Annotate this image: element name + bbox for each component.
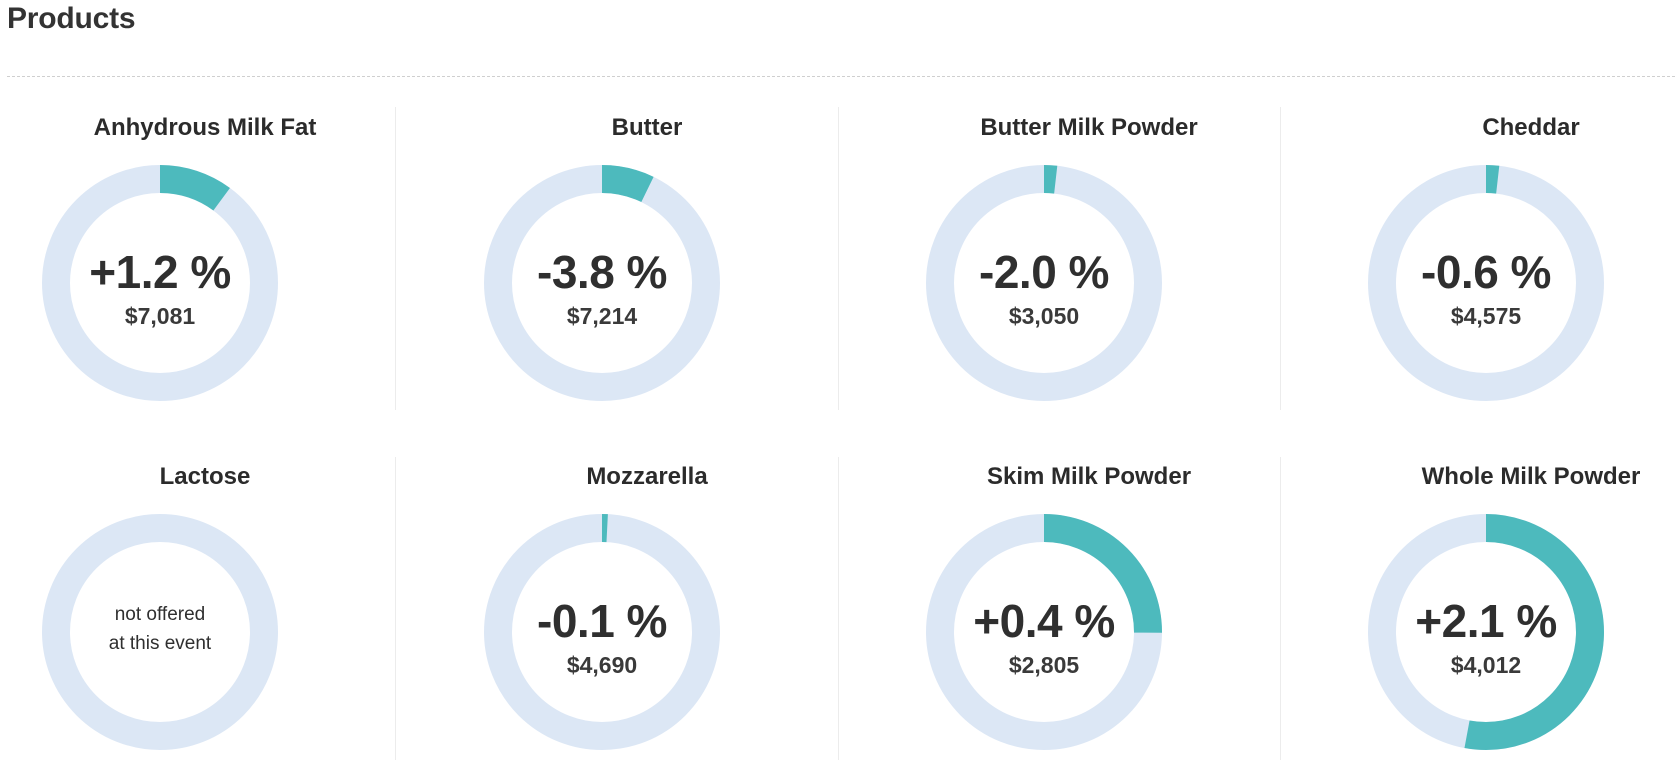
product-name: Anhydrous Milk Fat: [93, 114, 317, 141]
column-separator: [395, 457, 396, 760]
product-name: Cheddar: [1482, 114, 1580, 141]
price-value: $7,081: [124, 303, 196, 329]
column-separator: [838, 457, 839, 760]
column-separator: [1280, 457, 1281, 760]
price-value: $4,012: [1450, 652, 1522, 678]
donut-chart: [1368, 514, 1604, 750]
not-offered-note: not offered at this event: [42, 600, 278, 658]
donut-fill-segment: [42, 165, 278, 401]
page-title: Products: [7, 2, 136, 35]
product-name: Butter: [611, 114, 683, 141]
donut-chart: [926, 165, 1162, 401]
donut-fill-segment: [1368, 165, 1604, 401]
price-value: $4,575: [1450, 303, 1522, 329]
product-card-butter-milk-powder[interactable]: Butter Milk Powder -2.0 % $3,050: [868, 100, 1310, 420]
product-card-whole-milk-powder[interactable]: Whole Milk Powder +2.1 % $4,012: [1310, 449, 1675, 769]
product-card-butter[interactable]: Butter -3.8 % $7,214: [426, 100, 868, 420]
price-change: -3.8 %: [537, 246, 667, 298]
price-change: +1.2 %: [89, 246, 231, 298]
donut-chart: [484, 165, 720, 401]
donut-fill-segment: [926, 514, 1162, 750]
product-name: Whole Milk Powder: [1421, 463, 1641, 490]
donut-fill-segment: [926, 165, 1162, 401]
donut-chart: [42, 165, 278, 401]
price-change: +0.4 %: [973, 595, 1115, 647]
note-line: at this event: [108, 633, 212, 654]
donut-chart: [1368, 165, 1604, 401]
product-name: Mozzarella: [586, 463, 708, 490]
product-name: Lactose: [159, 463, 251, 490]
column-separator: [1280, 107, 1281, 410]
product-name: Butter Milk Powder: [980, 114, 1198, 141]
donut-chart: [926, 514, 1162, 750]
note-line: not offered: [114, 604, 206, 625]
column-separator: [838, 107, 839, 410]
price-value: $3,050: [1008, 303, 1080, 329]
donut-chart: [484, 514, 720, 750]
donut-fill-segment: [484, 165, 720, 401]
price-change: -0.1 %: [537, 595, 667, 647]
price-change: -2.0 %: [979, 246, 1109, 298]
donut-fill-segment: [1368, 514, 1604, 750]
price-change: +2.1 %: [1415, 595, 1557, 647]
product-card-anhydrous-milk-fat[interactable]: Anhydrous Milk Fat +1.2 % $7,081: [0, 100, 426, 420]
price-value: $4,690: [566, 652, 638, 678]
product-name: Skim Milk Powder: [986, 463, 1192, 490]
product-card-lactose[interactable]: Lactose not offered at this event: [0, 449, 426, 769]
donut-chart: [42, 514, 278, 750]
price-value: $2,805: [1008, 652, 1080, 678]
price-value: $7,214: [566, 303, 638, 329]
product-card-skim-milk-powder[interactable]: Skim Milk Powder +0.4 % $2,805: [868, 449, 1310, 769]
product-card-mozzarella[interactable]: Mozzarella -0.1 % $4,690: [426, 449, 868, 769]
donut-track: [42, 514, 278, 750]
column-separator: [395, 107, 396, 410]
price-change: -0.6 %: [1421, 246, 1551, 298]
section-divider: [7, 76, 1675, 77]
product-card-cheddar[interactable]: Cheddar -0.6 % $4,575: [1310, 100, 1675, 420]
donut-fill-segment: [484, 514, 720, 750]
